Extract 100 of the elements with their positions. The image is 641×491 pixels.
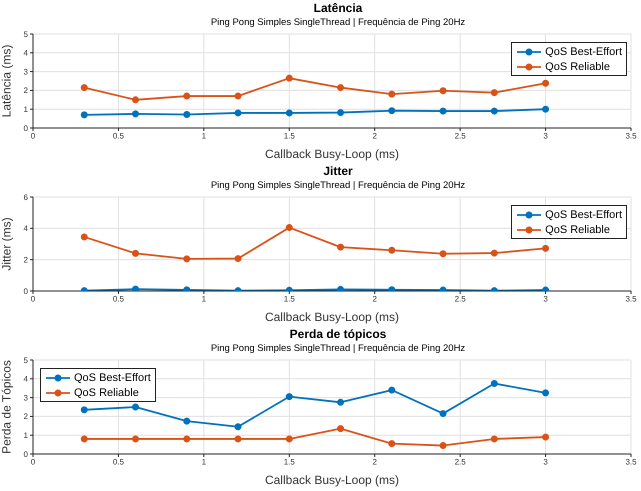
point: [388, 440, 396, 448]
legend-label: QoS Best-Effort: [545, 208, 622, 220]
x-axis-title: Callback Busy-Loop (ms): [264, 473, 400, 487]
x-axis-title: Callback Busy-Loop (ms): [264, 310, 400, 324]
point: [234, 109, 242, 116]
point: [337, 84, 344, 92]
y-tick-label: 1: [24, 431, 29, 440]
y-tick-label: 5: [24, 30, 29, 39]
x-tick-label: 1.5: [284, 132, 296, 141]
x-tick-label: 2: [372, 458, 378, 467]
point: [440, 410, 447, 418]
chart-subtitle: Ping Pong Simples SingleThread | Frequência de Ping 20Hz: [210, 342, 466, 356]
legend-label: QoS Best-Effort: [545, 46, 622, 58]
point: [440, 108, 447, 115]
x-tick-label: 1: [202, 132, 207, 141]
x-tick-label: 1.5: [284, 458, 296, 467]
x-tick-label: 2.5: [454, 294, 466, 304]
x-tick-label: 0.5: [112, 132, 125, 141]
y-tick-label: 4: [24, 48, 29, 58]
chart-title: Latência: [312, 0, 364, 16]
x-tick-label: 0: [30, 294, 36, 304]
x-tick-label: 3.5: [625, 458, 638, 467]
point: [542, 106, 550, 113]
y-tick-label: 6: [24, 192, 29, 202]
y-axis-title: Latência (ms): [0, 44, 14, 118]
point: [440, 87, 447, 94]
y-axis-title: Jitter (ms): [0, 217, 14, 271]
point: [183, 255, 190, 262]
point: [132, 110, 140, 118]
point: [234, 92, 242, 100]
y-tick-label: 3: [24, 67, 29, 76]
point: [183, 435, 190, 442]
point: [286, 435, 293, 442]
point: [440, 250, 447, 258]
point: [337, 425, 344, 432]
y-tick-label: 0: [24, 450, 29, 459]
point: [490, 89, 498, 96]
x-tick-label: 3: [543, 132, 548, 141]
point: [234, 423, 242, 430]
point: [490, 435, 498, 442]
y-tick-label: 4: [24, 224, 29, 234]
y-tick-label: 0: [24, 286, 29, 296]
point: [490, 108, 498, 115]
point: [388, 90, 396, 98]
x-tick-label: 2: [372, 294, 378, 304]
point: [234, 435, 242, 442]
y-axis-title: Perda de Tópicos: [0, 360, 14, 454]
chart-subtitle: Ping Pong Simples SingleThread | Frequência de Ping 20Hz: [210, 179, 466, 193]
y-tick-label: 0: [24, 124, 29, 133]
x-tick-label: 1: [202, 294, 207, 304]
point: [132, 404, 140, 410]
x-tick-label: 3: [543, 458, 548, 467]
x-tick-label: 1.5: [284, 294, 296, 304]
point: [183, 418, 190, 425]
x-tick-label: 2.5: [454, 458, 466, 467]
point: [542, 389, 550, 396]
point: [80, 406, 88, 414]
x-tick-label: 3: [543, 294, 548, 304]
point: [80, 233, 88, 240]
legend-label: QoS Reliable: [74, 386, 139, 398]
chart-title: Jitter: [322, 163, 354, 179]
point: [286, 74, 293, 82]
y-tick-label: 1: [24, 105, 29, 114]
point: [80, 435, 88, 442]
legend-label: QoS Reliable: [545, 60, 610, 72]
point: [80, 111, 88, 118]
point: [286, 393, 293, 400]
point: [490, 250, 498, 257]
y-tick-label: 4: [24, 374, 29, 384]
point: [490, 380, 498, 387]
chart-title: Perda de tópicos: [288, 326, 388, 342]
x-tick-label: 1: [202, 458, 207, 467]
y-tick-label: 2: [24, 412, 29, 422]
y-tick-label: 3: [24, 393, 29, 402]
point: [183, 110, 190, 118]
x-tick-label: 3.5: [625, 132, 638, 141]
point: [542, 434, 550, 441]
chart-subtitle: Ping Pong Simples SingleThread | Frequência de Ping 20Hz: [210, 16, 466, 30]
point: [388, 246, 396, 254]
y-tick-label: 5: [24, 356, 29, 365]
point: [337, 398, 344, 406]
x-tick-label: 2: [372, 132, 378, 141]
x-tick-label: 3.5: [625, 294, 638, 304]
point: [286, 224, 293, 232]
y-tick-label: 2: [24, 86, 29, 96]
point: [440, 442, 447, 450]
point: [542, 244, 550, 252]
point: [80, 84, 88, 92]
legend-label: QoS Best-Effort: [74, 372, 151, 384]
x-tick-label: 2.5: [454, 132, 466, 141]
x-tick-label: 0.5: [112, 294, 125, 304]
point: [542, 80, 550, 87]
point: [234, 255, 242, 262]
point: [132, 96, 140, 104]
legend-label: QoS Reliable: [545, 224, 610, 236]
point: [132, 435, 140, 442]
x-tick-label: 0.5: [112, 458, 125, 467]
y-tick-label: 2: [24, 256, 29, 265]
point: [132, 286, 140, 291]
point: [183, 92, 190, 100]
